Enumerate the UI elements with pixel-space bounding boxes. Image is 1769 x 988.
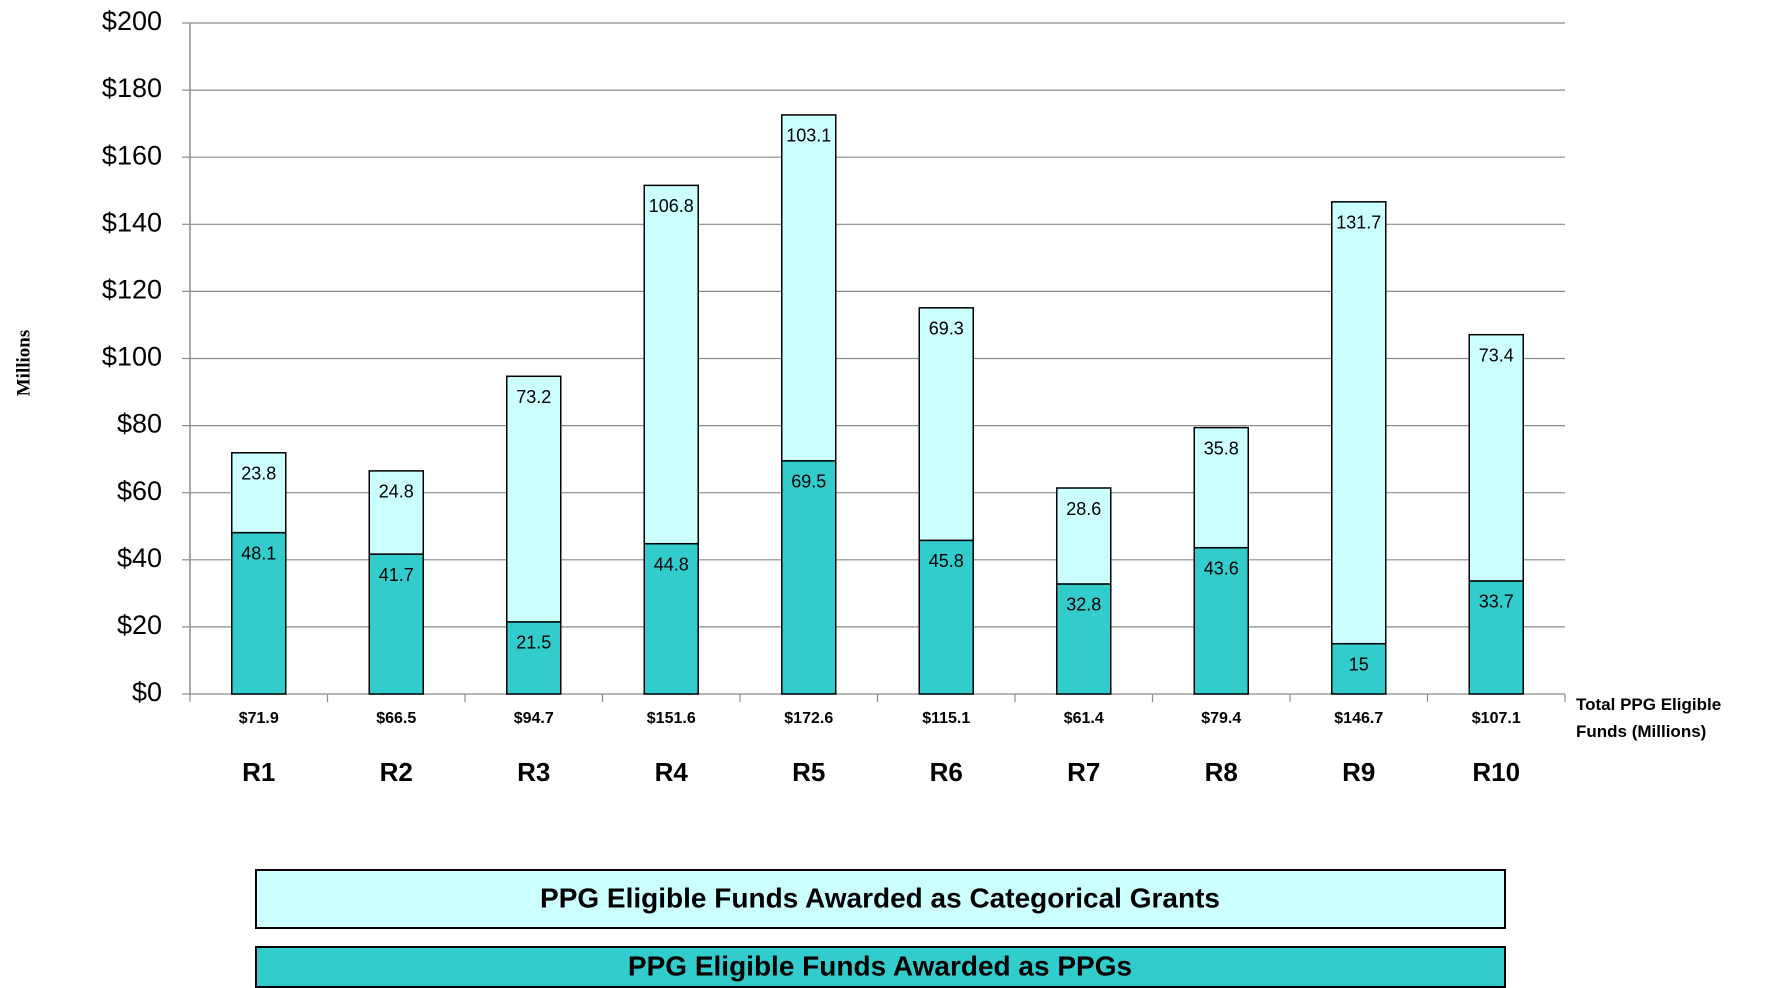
legend-label: PPG Eligible Funds Awarded as Categorica… — [540, 882, 1220, 913]
y-tick-label: $100 — [102, 342, 162, 372]
bar-segment — [918, 307, 974, 542]
legend-swatch — [255, 869, 1506, 929]
bar-segment — [1468, 333, 1524, 582]
value-label: 69.3 — [929, 319, 964, 339]
bar-segment — [781, 460, 837, 695]
y-tick-label: $80 — [117, 409, 162, 439]
bar-segment — [368, 470, 424, 555]
total-label: $151.6 — [647, 710, 696, 727]
value-label: 106.8 — [649, 196, 694, 216]
value-label: 69.5 — [791, 472, 826, 492]
bar-segment — [781, 114, 837, 462]
y-tick-label: $0 — [132, 677, 162, 707]
y-tick-label: $140 — [102, 207, 162, 237]
value-label: 21.5 — [516, 633, 551, 653]
bar-segment — [918, 539, 974, 695]
bar-segment — [643, 184, 699, 545]
total-label: $61.4 — [1064, 710, 1104, 727]
x-tick-label: R5 — [792, 757, 825, 787]
bar-segment — [1193, 426, 1249, 549]
bar-segment — [1331, 201, 1387, 645]
bar-segment — [506, 621, 562, 695]
total-label: $94.7 — [514, 710, 554, 727]
legend-swatch — [255, 946, 1506, 988]
y-axis-label: Millions — [13, 330, 34, 397]
y-tick-label: $120 — [102, 275, 162, 305]
totals-caption: Total PPG Eligible Funds (Millions) — [1576, 695, 1721, 741]
x-tick-label: R3 — [517, 757, 550, 787]
value-label: 32.8 — [1066, 595, 1101, 615]
total-label: $71.9 — [239, 710, 279, 727]
x-tick-label: R1 — [242, 757, 275, 787]
value-label: 131.7 — [1336, 213, 1381, 233]
bar-segment — [368, 553, 424, 695]
y-tick-label: $60 — [117, 476, 162, 506]
value-label: 73.4 — [1479, 345, 1514, 365]
value-label: 28.6 — [1066, 499, 1101, 519]
bar-segment — [1468, 580, 1524, 695]
x-tick-label: R4 — [655, 757, 689, 787]
y-tick-label: $160 — [102, 140, 162, 170]
value-label: 35.8 — [1204, 438, 1239, 458]
total-label: $66.5 — [376, 710, 416, 727]
total-label: $115.1 — [922, 710, 970, 727]
value-label: 73.2 — [516, 387, 551, 407]
x-tick-label: R7 — [1067, 757, 1100, 787]
y-tick-label: $200 — [102, 6, 162, 36]
value-label: 45.8 — [929, 551, 964, 571]
x-tick-label: R2 — [380, 757, 413, 787]
total-label: $146.7 — [1334, 710, 1383, 727]
value-label: 33.7 — [1479, 592, 1514, 612]
total-label: $107.1 — [1472, 710, 1521, 727]
legend-label: PPG Eligible Funds Awarded as PPGs — [628, 950, 1132, 981]
value-label: 43.6 — [1204, 558, 1239, 578]
total-label: $79.4 — [1201, 710, 1241, 727]
value-label: 48.1 — [241, 543, 276, 563]
bar-segment — [506, 375, 562, 623]
total-label: $172.6 — [784, 710, 833, 727]
value-label: 24.8 — [379, 482, 414, 502]
x-tick-label: R10 — [1472, 757, 1520, 787]
value-label: 103.1 — [786, 126, 831, 146]
y-tick-label: $40 — [117, 543, 162, 573]
value-label: 15 — [1349, 654, 1369, 674]
value-label: 23.8 — [241, 464, 276, 484]
bar-segment — [1056, 487, 1112, 585]
value-label: 44.8 — [654, 554, 689, 574]
bar-segment — [643, 542, 699, 695]
x-tick-label: R6 — [930, 757, 963, 787]
bar-segment — [231, 452, 287, 534]
y-tick-label: $180 — [102, 73, 162, 103]
y-tick-label: $20 — [117, 610, 162, 640]
value-label: 41.7 — [379, 565, 414, 585]
bar-segment — [1331, 642, 1387, 695]
x-tick-label: R9 — [1342, 757, 1375, 787]
x-tick-label: R8 — [1205, 757, 1238, 787]
